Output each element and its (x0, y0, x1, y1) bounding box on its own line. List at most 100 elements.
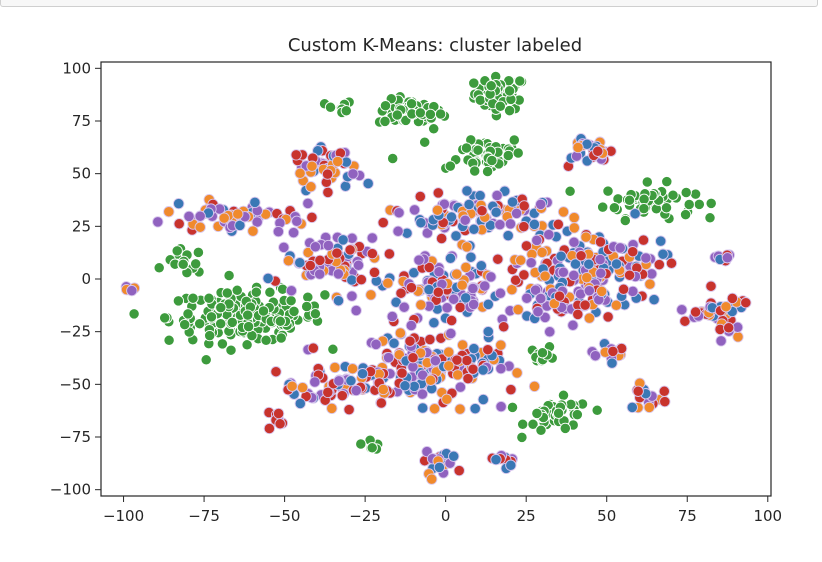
point-c0 (417, 402, 429, 414)
point-c0 (465, 251, 477, 263)
point-c3 (307, 342, 319, 354)
point-group-g-right-lower-mixed (496, 257, 622, 331)
point-group-g-left-center-mixed (262, 225, 396, 304)
point-c0 (408, 267, 420, 279)
point-c0 (506, 196, 519, 208)
point-c3 (552, 218, 564, 231)
point-c2 (689, 188, 702, 200)
point-c4 (544, 326, 556, 338)
point-c4 (398, 301, 410, 313)
point-group-g-bottom-right-a (586, 338, 628, 369)
point-c2 (503, 85, 516, 97)
point-c1 (451, 268, 463, 280)
point-c3 (659, 395, 671, 408)
point-c4 (459, 214, 471, 226)
point-c1 (557, 206, 570, 218)
point-c2 (216, 338, 229, 350)
point-c1 (428, 403, 441, 415)
point-group-g-scatter-top-green (387, 123, 494, 178)
point-c3 (432, 187, 444, 199)
point-c2 (257, 305, 270, 317)
point-c1 (415, 299, 427, 311)
point-c3 (572, 308, 584, 321)
point-c4 (521, 292, 533, 304)
point-c2 (516, 431, 528, 444)
point-c2 (591, 404, 603, 416)
point-c4 (183, 210, 195, 223)
point-c0 (332, 295, 345, 307)
point-c1 (441, 393, 453, 405)
point-c1 (426, 473, 438, 485)
point-c4 (495, 400, 507, 413)
point-c2 (602, 185, 614, 197)
point-c4 (589, 350, 602, 362)
point-c1 (443, 360, 455, 372)
point-c0 (339, 180, 352, 192)
point-c4 (152, 216, 164, 228)
point-c1 (461, 241, 473, 253)
point-c2 (379, 115, 391, 128)
point-group-g-far-left-single (120, 281, 141, 297)
point-c3 (740, 297, 752, 309)
point-c3 (627, 246, 639, 258)
point-c2 (391, 109, 403, 121)
y-tick-label: 100 (62, 59, 91, 77)
point-c0 (294, 257, 306, 269)
point-c2 (324, 101, 337, 113)
point-c0 (388, 337, 400, 349)
x-tick-label: −25 (349, 507, 381, 525)
point-c2 (301, 300, 313, 313)
point-c3 (623, 269, 636, 281)
point-c2 (660, 202, 673, 214)
point-c2 (250, 286, 262, 298)
point-c3 (424, 333, 436, 346)
point-c2 (177, 258, 189, 270)
point-c3 (451, 354, 463, 366)
point-c1 (515, 254, 527, 266)
point-c4 (392, 225, 404, 237)
point-c0 (490, 206, 502, 218)
point-c0 (477, 393, 489, 406)
point-c4 (504, 218, 517, 230)
x-tick-label: −50 (269, 507, 301, 525)
point-c3 (377, 216, 389, 229)
point-c1 (452, 369, 464, 381)
points-layer (120, 70, 752, 485)
point-c2 (667, 189, 679, 201)
point-c2 (379, 100, 392, 112)
point-c2 (564, 185, 576, 197)
point-c4 (386, 310, 398, 323)
point-c4 (485, 271, 497, 283)
chart-title: Custom K-Means: cluster labeled (288, 35, 582, 56)
x-tick-label: 50 (597, 507, 616, 525)
point-c4 (510, 207, 523, 220)
point-c0 (423, 283, 435, 296)
point-c1 (454, 403, 466, 415)
point-c3 (322, 386, 334, 399)
point-c2 (242, 320, 255, 333)
point-c2 (503, 104, 516, 117)
point-c3 (314, 254, 326, 267)
point-c4 (370, 338, 382, 351)
point-c0 (569, 258, 582, 270)
point-c1 (596, 285, 608, 298)
point-c4 (314, 268, 326, 280)
point-c2 (683, 198, 695, 211)
point-c3 (366, 247, 378, 260)
point-group-g-scatter-mid (332, 281, 510, 340)
point-c0 (461, 185, 473, 197)
point-c2 (536, 347, 549, 359)
point-c4 (309, 241, 322, 253)
point-group-g-bottom-small-a (263, 406, 289, 435)
point-c3 (476, 205, 488, 217)
point-c1 (460, 261, 472, 274)
point-group-g-bottom-small-c (486, 449, 518, 475)
point-c2 (153, 262, 165, 274)
point-c2 (527, 418, 539, 430)
point-c2 (472, 144, 484, 156)
point-c4 (441, 302, 453, 314)
y-tick-label: −75 (59, 428, 91, 446)
point-c0 (482, 298, 494, 311)
point-c3 (423, 261, 435, 274)
point-c4 (595, 267, 607, 279)
